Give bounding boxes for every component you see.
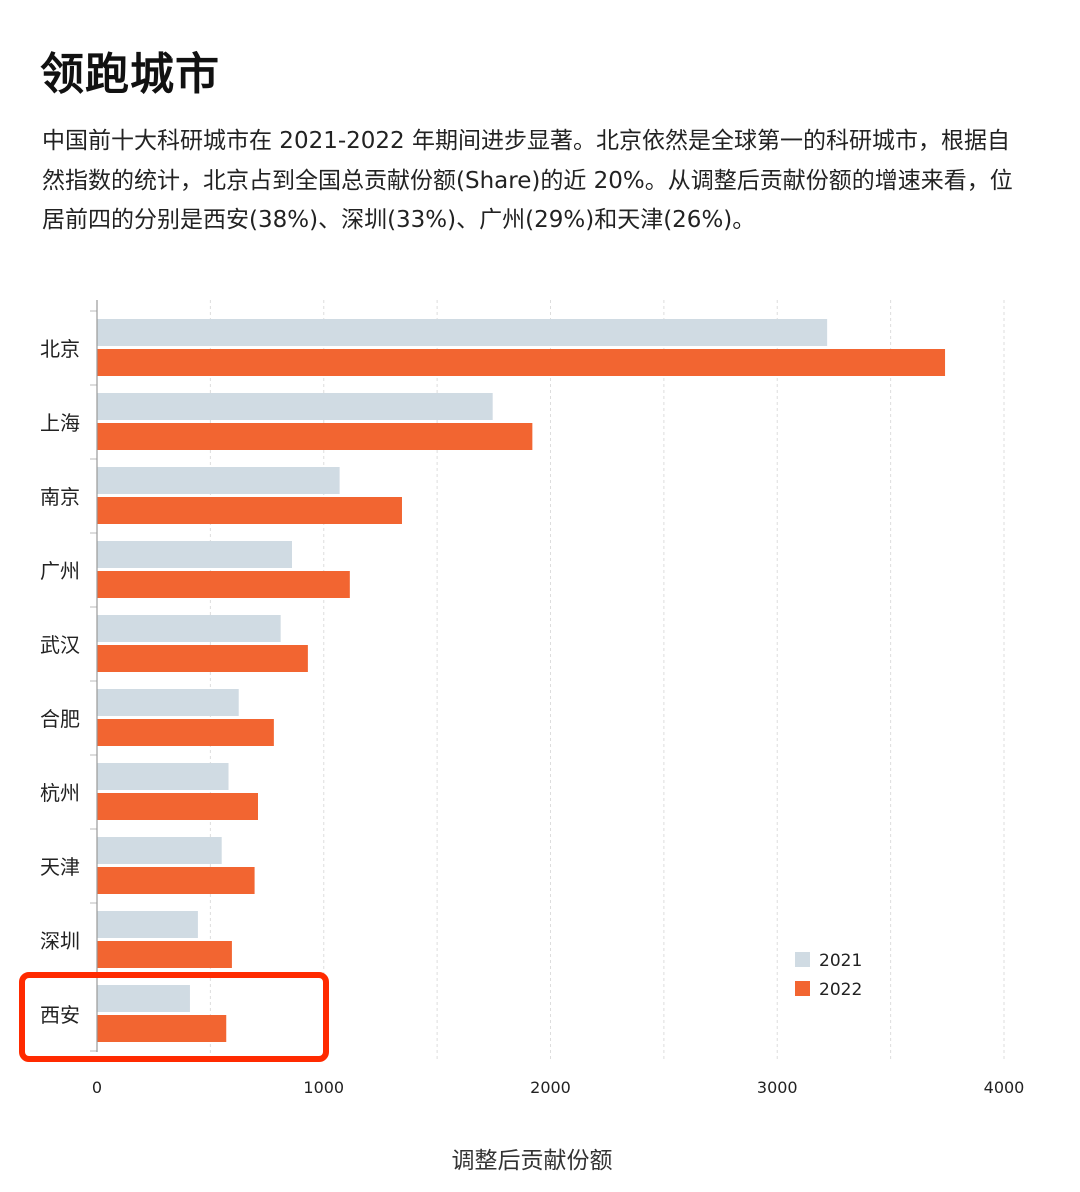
x-tick-label: 0 xyxy=(92,1078,102,1097)
bar-2021-5 xyxy=(97,689,239,716)
legend-swatch-2021 xyxy=(795,952,810,967)
x-tick-label: 2000 xyxy=(530,1078,571,1097)
legend-label: 2022 xyxy=(819,980,862,1000)
x-tick-label: 4000 xyxy=(984,1078,1025,1097)
x-axis-title: 调整后贡献份额 xyxy=(452,1148,613,1174)
bar-2022-6 xyxy=(97,793,258,820)
category-label: 合肥 xyxy=(40,707,80,731)
bar-2022-4 xyxy=(97,645,308,672)
legend-label: 2021 xyxy=(819,951,862,971)
category-label: 西安 xyxy=(40,1003,80,1027)
x-tick-label: 1000 xyxy=(303,1078,344,1097)
bar-2021-7 xyxy=(97,837,222,864)
category-label: 武汉 xyxy=(40,633,80,657)
page-title: 领跑城市 xyxy=(40,49,220,100)
category-label: 杭州 xyxy=(40,781,80,805)
intro-paragraph: 中国前十大科研城市在 2021-2022 年期间进步显著。北京依然是全球第一的科… xyxy=(42,128,1013,233)
bar-2022-1 xyxy=(97,423,533,450)
bar-2022-5 xyxy=(97,719,274,746)
bar-2022-7 xyxy=(97,867,255,894)
bar-2021-6 xyxy=(97,763,229,790)
category-label: 上海 xyxy=(40,411,80,435)
category-label: 北京 xyxy=(40,337,80,361)
legend-swatch-2022 xyxy=(795,981,810,996)
bar-2022-0 xyxy=(97,349,946,376)
bar-2022-2 xyxy=(97,497,402,524)
highlight-box xyxy=(19,972,329,1062)
bar-2021-3 xyxy=(97,541,293,568)
x-tick-label: 3000 xyxy=(757,1078,798,1097)
bar-2021-1 xyxy=(97,393,493,420)
category-label: 南京 xyxy=(40,485,80,509)
bar-2021-9 xyxy=(97,985,190,1012)
category-label: 天津 xyxy=(40,855,80,879)
bar-2022-9 xyxy=(97,1015,227,1042)
bar-2022-8 xyxy=(97,941,232,968)
bar-2021-0 xyxy=(97,319,828,346)
bar-2021-2 xyxy=(97,467,340,494)
category-label: 广州 xyxy=(40,559,80,583)
bar-2021-4 xyxy=(97,615,281,642)
bar-2021-8 xyxy=(97,911,198,938)
category-label: 深圳 xyxy=(40,929,80,953)
bar-2022-3 xyxy=(97,571,350,598)
